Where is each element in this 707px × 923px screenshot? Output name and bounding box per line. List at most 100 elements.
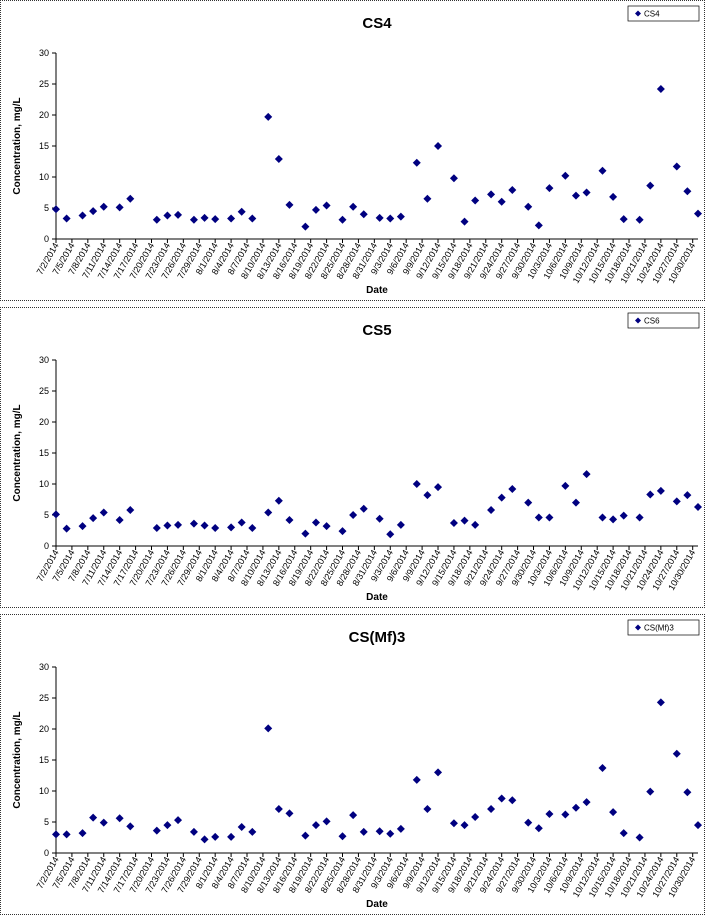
data-point	[534, 221, 543, 230]
data-point	[609, 808, 618, 817]
data-point	[338, 527, 347, 536]
data-point	[683, 788, 692, 797]
data-point	[460, 821, 469, 830]
data-point	[619, 511, 628, 520]
data-point	[497, 493, 506, 502]
data-point	[672, 497, 681, 506]
data-point	[582, 188, 591, 197]
y-tick-label: 20	[39, 724, 49, 734]
data-point	[412, 775, 421, 784]
data-point	[189, 827, 198, 836]
data-point	[396, 212, 405, 221]
data-point	[264, 724, 273, 733]
data-point	[359, 827, 368, 836]
data-point	[524, 498, 533, 507]
data-point	[78, 211, 87, 220]
data-point	[359, 210, 368, 219]
data-point	[619, 215, 628, 224]
data-point	[582, 470, 591, 479]
data-point	[99, 508, 108, 517]
data-point	[237, 207, 246, 216]
data-point	[683, 491, 692, 500]
data-point	[423, 804, 432, 813]
data-point	[561, 810, 570, 819]
data-point	[396, 520, 405, 529]
data-point	[487, 804, 496, 813]
data-point	[359, 504, 368, 513]
data-point	[412, 158, 421, 167]
data-point	[274, 804, 283, 813]
data-point	[375, 827, 384, 836]
data-point	[412, 480, 421, 488]
data-point	[189, 215, 198, 224]
data-point	[152, 524, 161, 533]
data-point	[99, 202, 108, 211]
data-point	[386, 214, 395, 223]
y-axis-title: Concentration, mg/L	[12, 711, 23, 808]
data-point	[434, 483, 443, 492]
data-point	[227, 214, 236, 223]
data-point	[227, 832, 236, 841]
data-point	[349, 202, 358, 211]
data-point	[200, 213, 209, 222]
data-point	[497, 794, 506, 803]
data-point	[152, 826, 161, 835]
data-point	[545, 513, 554, 522]
data-point	[449, 174, 458, 183]
data-point	[62, 214, 71, 223]
data-point	[89, 813, 98, 822]
data-point	[248, 524, 257, 533]
data-point	[301, 831, 310, 840]
y-tick-label: 15	[39, 448, 49, 458]
data-point	[508, 484, 517, 493]
data-point	[322, 522, 331, 531]
data-point	[646, 787, 655, 796]
data-point	[301, 529, 310, 538]
data-point	[449, 519, 458, 528]
data-point	[423, 491, 432, 500]
y-tick-label: 20	[39, 417, 49, 427]
chart-panel-cs5: CS5 0 5 10 15 20 25 30 7/2/2014 7/5/2014 7/8/2014 7…	[0, 307, 705, 608]
data-point	[285, 200, 294, 209]
legend-marker	[635, 624, 641, 631]
chart-cs5: CS50510152025307/2/20147/5/20147/8/20147…	[12, 312, 702, 603]
data-point	[508, 796, 517, 805]
data-point	[322, 817, 331, 826]
data-point	[264, 508, 273, 517]
data-point	[78, 522, 87, 531]
data-point	[694, 821, 702, 830]
data-point	[285, 515, 294, 524]
data-point	[460, 516, 469, 525]
y-tick-label: 25	[39, 79, 49, 89]
y-tick-label: 30	[39, 355, 49, 365]
data-point	[237, 518, 246, 527]
data-point	[598, 166, 607, 175]
legend-box	[627, 619, 700, 636]
y-tick-label: 5	[44, 817, 49, 827]
data-point	[52, 205, 60, 214]
data-point	[694, 502, 702, 511]
y-axis-title: Concentration, mg/L	[12, 404, 23, 501]
y-tick-label: 10	[39, 786, 49, 796]
data-point	[211, 832, 220, 841]
data-point	[211, 215, 220, 224]
y-tick-label: 5	[44, 510, 49, 520]
data-point	[582, 798, 591, 807]
data-point	[115, 203, 124, 212]
data-point	[126, 506, 135, 515]
data-point	[683, 187, 692, 196]
data-point	[508, 186, 517, 195]
chart-title: CS(Mf)3	[349, 629, 406, 646]
data-point	[52, 510, 60, 519]
data-point	[301, 222, 310, 231]
data-point	[471, 196, 480, 205]
data-point	[62, 524, 71, 533]
chart-cs4: CS40510152025307/2/20147/5/20147/8/20147…	[12, 5, 702, 296]
data-point	[52, 830, 60, 839]
legend-label: CS(Mf)3	[644, 624, 674, 633]
data-point	[609, 515, 618, 524]
legend-box	[627, 5, 700, 22]
data-point	[672, 162, 681, 171]
data-point	[460, 217, 469, 226]
data-point	[672, 749, 681, 758]
